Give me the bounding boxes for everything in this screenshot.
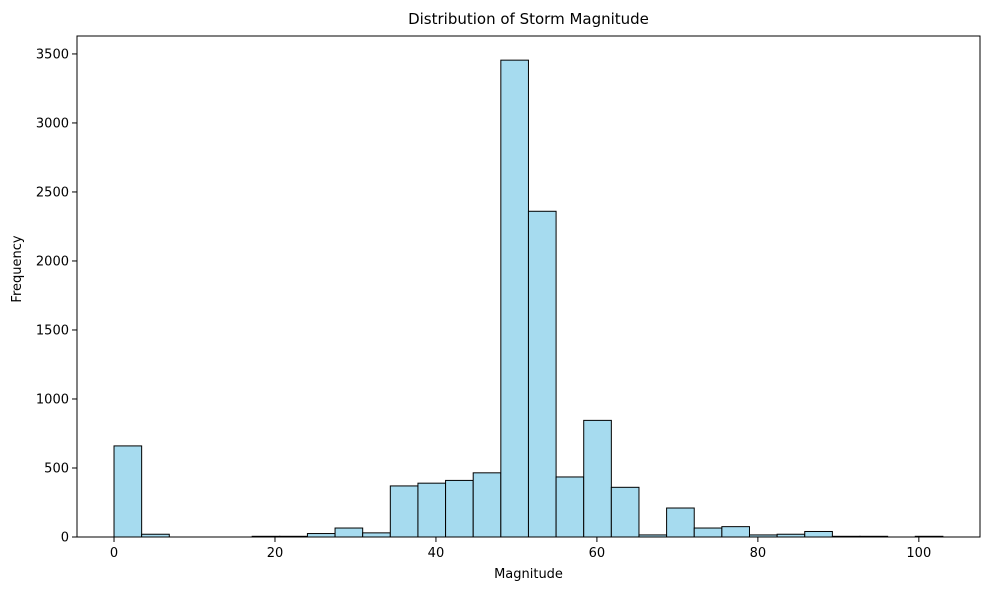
y-tick-label: 3500 [36,47,69,62]
histogram-bar [472,472,502,538]
histogram-bar [113,445,143,538]
histogram-bar [804,530,833,538]
x-tick-label: 0 [110,546,118,561]
x-ticks: 0 20 40 60 80 100 [110,537,931,561]
histogram-bar [527,210,557,538]
histogram-bar [334,527,364,538]
histogram-bar [666,507,695,538]
histogram-bar [500,59,529,538]
histogram-bar [389,485,419,538]
x-axis-label: Magnitude [494,567,563,582]
x-tick-label: 80 [750,546,767,561]
y-tick-label: 3000 [36,116,69,131]
y-tick-label: 2000 [36,254,69,269]
y-tick-label: 2500 [36,185,69,200]
x-tick-label: 100 [906,546,931,561]
histogram-bar [306,533,336,538]
histogram-bar [362,532,391,538]
histogram-bar [610,486,640,538]
x-tick-label: 20 [267,546,284,561]
y-tick-label: 1000 [36,392,69,407]
histogram-bar [693,527,723,538]
histogram-bar [445,479,474,538]
y-tick-label: 1500 [36,323,69,338]
plot-frame [76,35,981,538]
x-tick-label: 40 [428,546,445,561]
chart-title: Distribution of Storm Magnitude [408,10,649,28]
histogram-bar [583,419,612,538]
x-tick-label: 60 [589,546,606,561]
histogram-bar [417,482,447,538]
y-tick-label: 0 [61,531,69,546]
histogram-bar [721,526,750,538]
y-ticks: 0 500 1000 1500 2000 2500 3000 3500 [36,47,77,546]
y-tick-label: 500 [44,461,69,476]
y-axis-label: Frequency [10,235,25,302]
histogram-bar [555,476,585,538]
